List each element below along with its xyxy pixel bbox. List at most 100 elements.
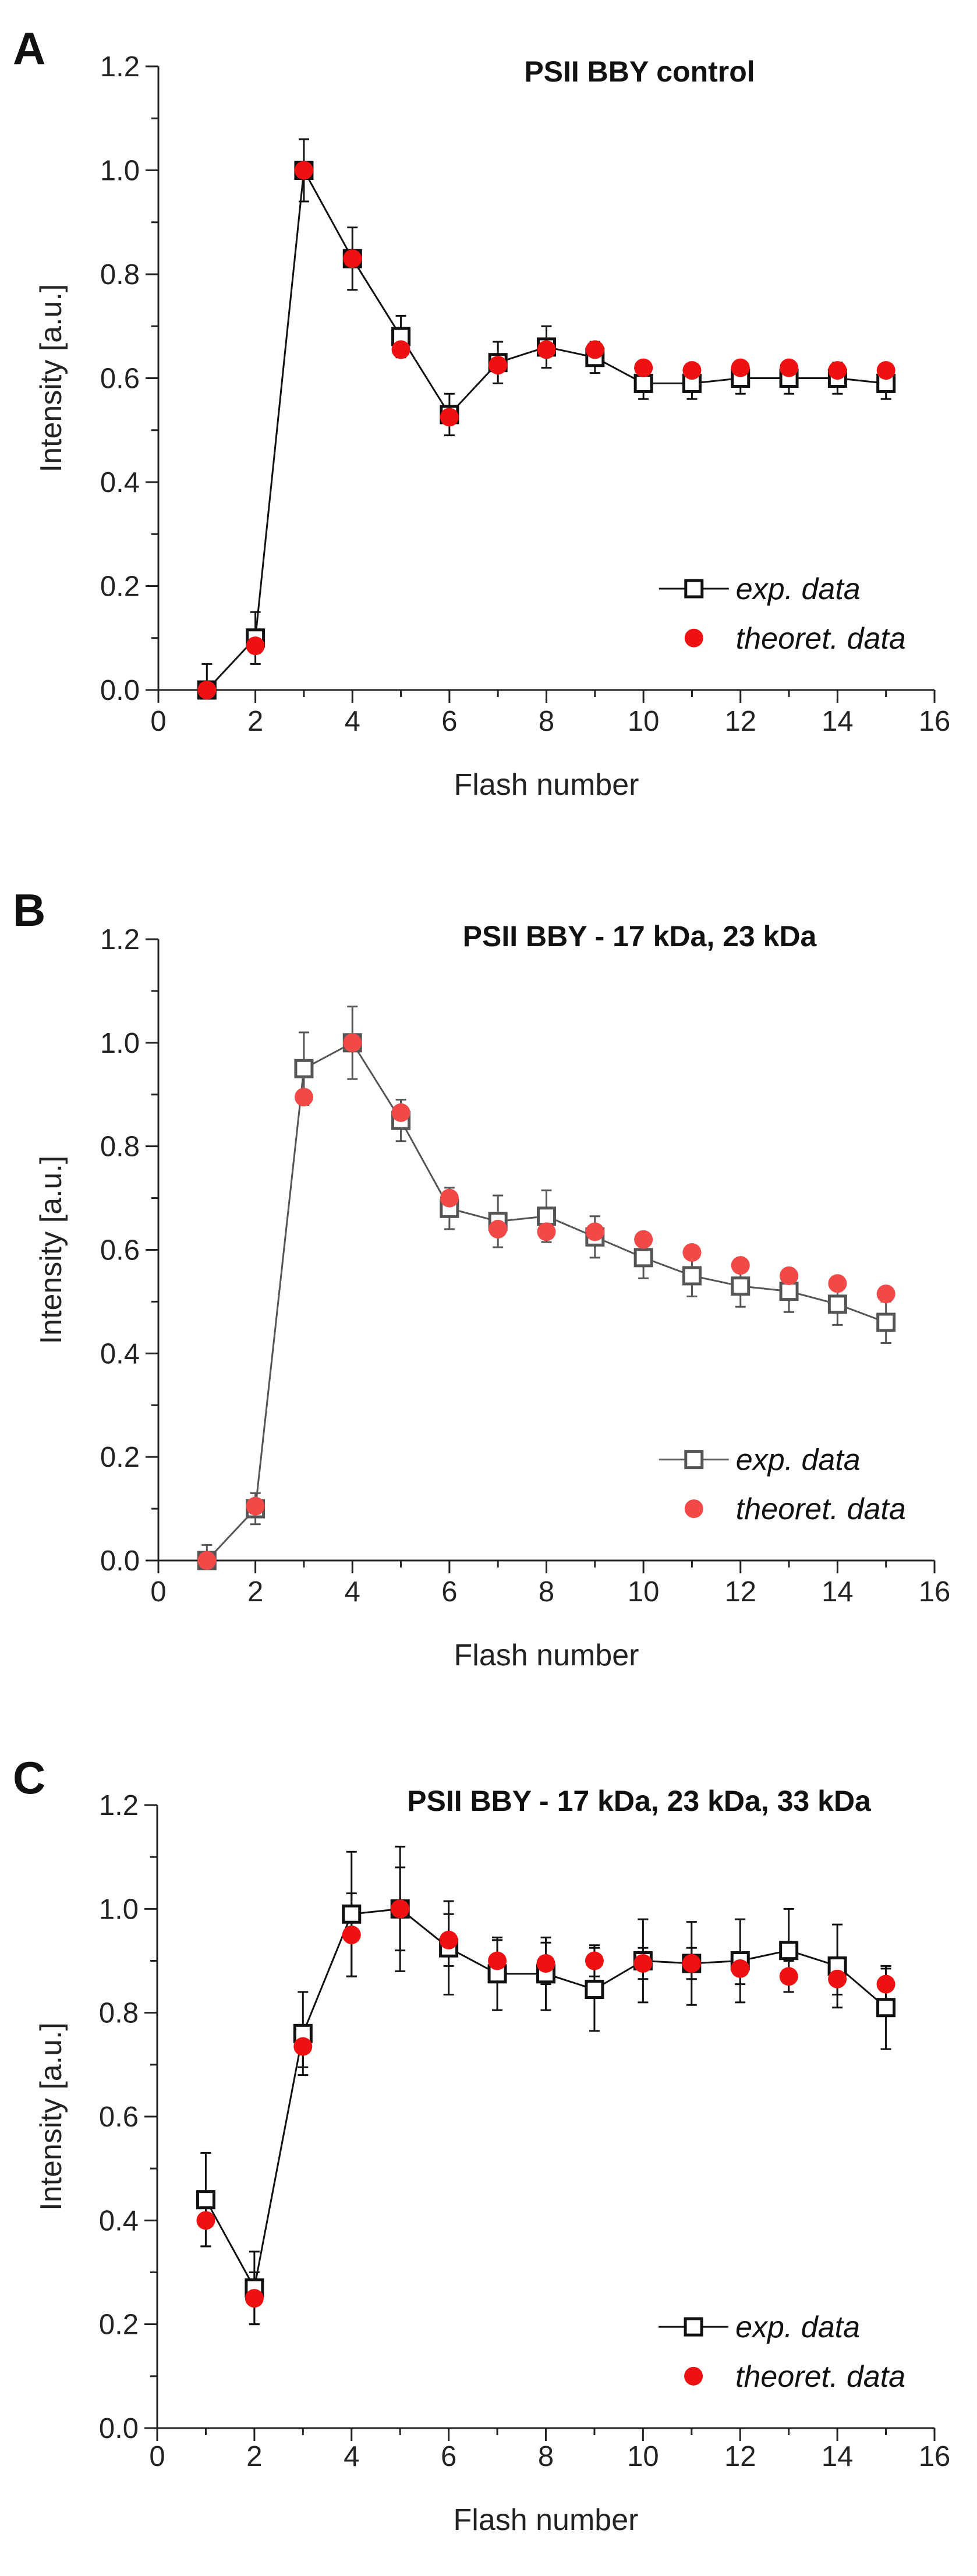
theor-data-point xyxy=(780,358,799,377)
theor-data-point xyxy=(731,1959,750,1978)
exp-data-point xyxy=(779,1282,799,1301)
y-tick-label: 0.0 xyxy=(100,675,140,706)
x-tick-label: 16 xyxy=(919,706,951,737)
theor-data-point xyxy=(828,361,847,380)
theor-data-point xyxy=(246,1496,265,1516)
x-tick-label: 12 xyxy=(724,2441,756,2472)
x-tick-label: 4 xyxy=(344,2441,359,2472)
theor-data-point xyxy=(342,1925,361,1944)
legend-exp-label: exp. data xyxy=(735,2310,860,2344)
exp-data-point xyxy=(876,1312,896,1332)
legend: exp. data theoret. data xyxy=(659,2310,905,2394)
exp-data-point xyxy=(827,1294,847,1314)
y-tick-label: 0.6 xyxy=(100,1235,140,1266)
x-tick-label: 4 xyxy=(345,1576,360,1608)
panel-letter: C xyxy=(13,1752,45,1803)
y-tick-label: 1.0 xyxy=(100,1028,140,1059)
exp-series-line xyxy=(206,1041,887,1562)
x-axis-label: Flash number xyxy=(454,2503,639,2537)
x-tick-label: 0 xyxy=(150,1576,166,1608)
exp-data-point xyxy=(196,2190,215,2210)
theor-data-point xyxy=(440,408,459,427)
x-tick-label: 6 xyxy=(441,1576,457,1608)
theor-data-point xyxy=(489,1219,508,1239)
chart-title: PSII BBY - 17 kDa, 23 kDa xyxy=(463,920,817,953)
legend-exp-marker xyxy=(684,2317,703,2337)
theor-data-point xyxy=(682,1243,702,1262)
x-tick-label: 8 xyxy=(538,2441,554,2472)
theor-data-point xyxy=(294,161,313,180)
legend: exp. data theoret. data xyxy=(659,572,906,656)
theor-data-point xyxy=(537,340,556,359)
theor-data-point xyxy=(343,1033,362,1052)
legend-theor-label: theoret. data xyxy=(736,1492,906,1526)
exp-data-point xyxy=(779,1941,799,1961)
x-tick-label: 8 xyxy=(539,1576,554,1608)
exp-data-point xyxy=(294,1059,314,1078)
y-tick-label: 0.8 xyxy=(100,259,140,291)
y-tick-label: 0.4 xyxy=(99,2205,139,2237)
y-axis-label: Intensity [a.u.] xyxy=(34,1156,68,1344)
chart-panel-b: B PSII BBY - 17 kDa, 23 kDa 0.0 0.2 0.4 0.6 0.… xyxy=(13,884,950,1672)
theor-data-point xyxy=(585,1951,604,1970)
exp-data-point xyxy=(633,1248,653,1268)
x-tick-label: 10 xyxy=(627,2441,659,2472)
x-tick-label: 14 xyxy=(822,706,854,737)
exp-data-point xyxy=(731,1276,751,1296)
x-tick-label: 16 xyxy=(919,2441,951,2472)
theor-data-point xyxy=(196,2211,215,2230)
theor-data-point xyxy=(634,1230,653,1249)
legend-theor-marker xyxy=(684,1499,703,1519)
x-tick-label: 14 xyxy=(822,1576,854,1608)
panel-letter: B xyxy=(13,884,45,936)
theor-data-point xyxy=(682,1954,701,1973)
theor-data-point xyxy=(634,358,653,377)
x-tick-label: 8 xyxy=(539,706,554,737)
theor-data-point xyxy=(197,1551,217,1570)
theor-data-point xyxy=(440,1188,459,1208)
theor-data-point xyxy=(343,249,362,268)
y-tick-label: 0.6 xyxy=(100,363,140,395)
theor-data-point xyxy=(293,2037,313,2056)
theor-data-point xyxy=(633,1954,653,1973)
theor-data-point xyxy=(682,361,702,380)
y-tick-label: 0.2 xyxy=(100,1442,140,1473)
y-axis-label: Intensity [a.u.] xyxy=(34,2022,68,2211)
chart-panel-c: C PSII BBY - 17 kDa, 23 kDa, 33 kDa 0.0 0.2… xyxy=(13,1752,950,2537)
exp-data-point xyxy=(342,1904,362,1924)
theor-data-point xyxy=(876,361,895,380)
theor-data-point xyxy=(731,358,750,377)
y-tick-label: 0.2 xyxy=(100,571,140,603)
theor-data-point xyxy=(391,1899,410,1919)
legend-theor-marker xyxy=(684,2366,703,2386)
exp-data-point xyxy=(585,1980,604,2000)
x-tick-label: 10 xyxy=(628,706,660,737)
theor-data-point xyxy=(876,1975,895,1994)
legend-exp-marker xyxy=(684,1450,704,1470)
theor-data-point xyxy=(876,1285,895,1304)
exp-series-line xyxy=(206,167,886,691)
x-tick-label: 0 xyxy=(149,2441,165,2472)
exp-data-point xyxy=(876,1998,896,2018)
legend: exp. data theoret. data xyxy=(659,1443,906,1526)
chart-panel-a: A PSII BBY control 0.0 0.2 0.4 0.6 0.8 1.0 1.2 0 2… xyxy=(13,23,950,802)
panel-letter: A xyxy=(13,23,45,74)
y-tick-label: 0.4 xyxy=(100,467,140,498)
x-tick-label: 6 xyxy=(441,706,457,737)
y-tick-label: 0.2 xyxy=(99,2309,139,2341)
chart-title: PSII BBY - 17 kDa, 23 kDa, 33 kDa xyxy=(407,1785,872,1817)
legend-exp-label: exp. data xyxy=(736,1443,861,1477)
x-tick-label: 12 xyxy=(724,1576,756,1608)
theor-data-point xyxy=(489,356,508,375)
theor-data-point xyxy=(439,1930,458,1949)
theor-data-point xyxy=(536,1954,555,1973)
y-tick-label: 0.4 xyxy=(100,1338,140,1370)
x-axis-label: Flash number xyxy=(454,768,639,802)
exp-data-point xyxy=(633,373,653,393)
y-tick-label: 1.2 xyxy=(100,924,140,956)
y-axis-label: Intensity [a.u.] xyxy=(34,284,68,473)
theor-data-point xyxy=(828,1969,847,1988)
legend-exp-label: exp. data xyxy=(736,572,861,606)
theor-data-point xyxy=(779,1967,798,1986)
